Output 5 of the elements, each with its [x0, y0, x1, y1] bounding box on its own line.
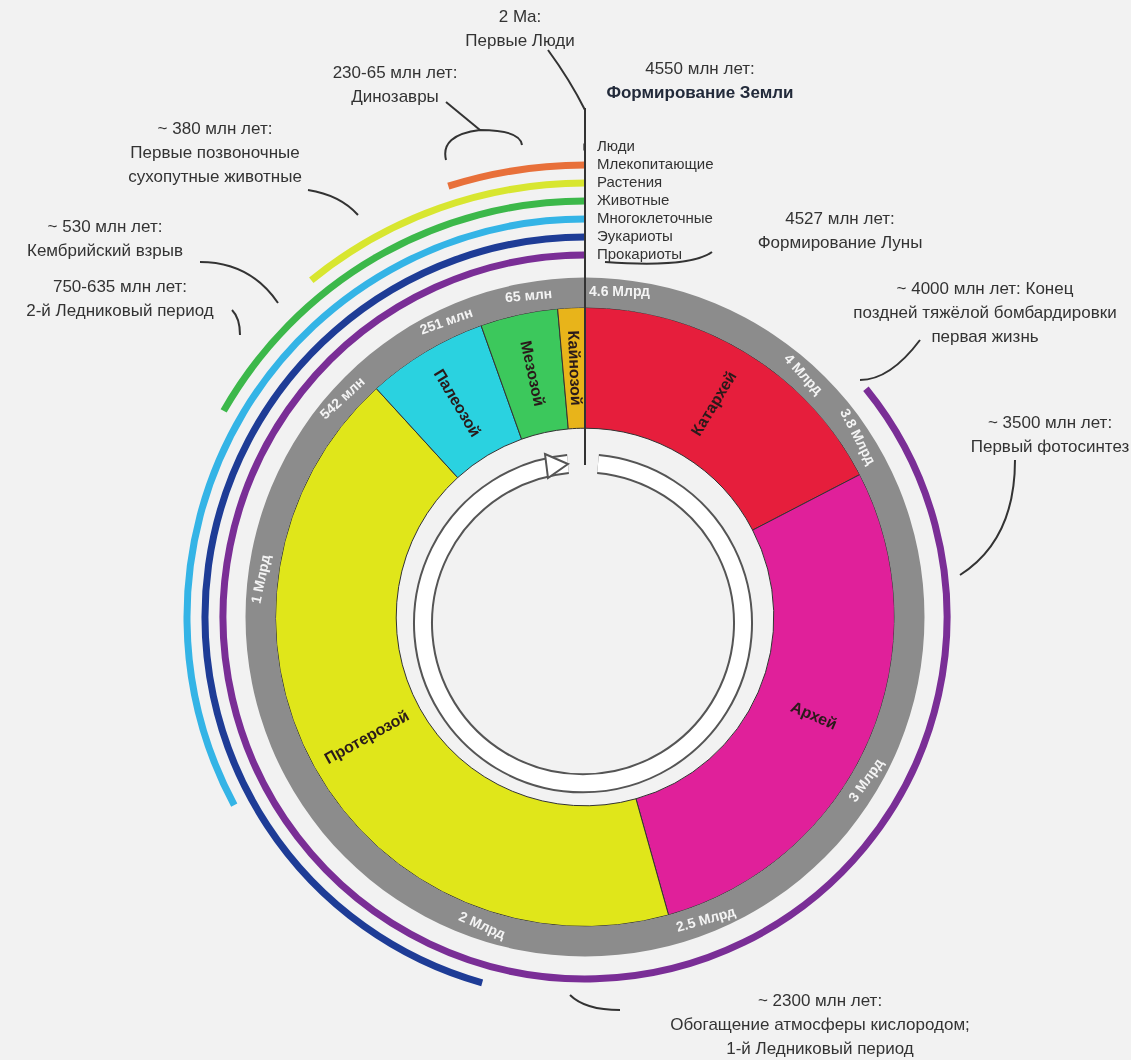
text: 2 Ma: Первые Люди — [465, 7, 575, 50]
text: 750-635 млн лет: 2-й Ледниковый период — [26, 277, 214, 320]
text: ~ 2300 млн лет: Обогащение атмосферы кислородом; 1-й Ледниковый период — [670, 991, 970, 1058]
text: ~ 530 млн лет: Кембрийский взрыв — [26, 217, 184, 260]
text: ~ 3500 млн лет: Первый фотосинтез — [970, 413, 1130, 456]
